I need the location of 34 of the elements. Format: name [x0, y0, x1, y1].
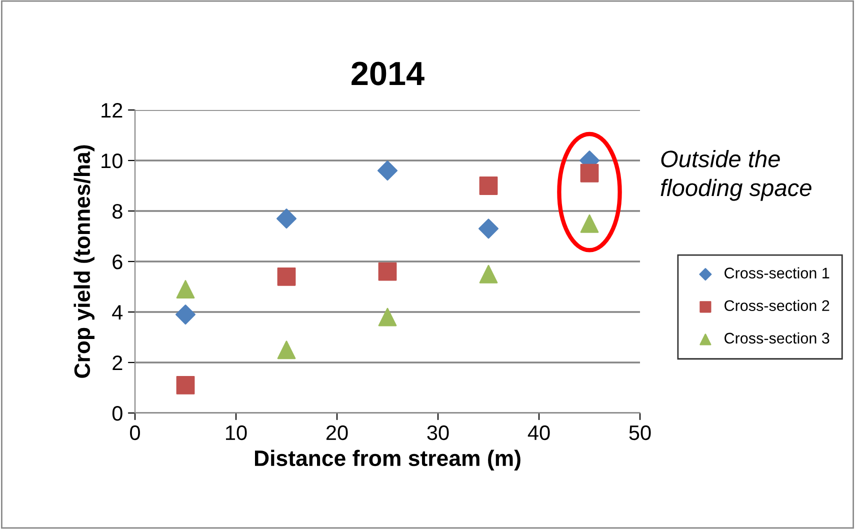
point [277, 267, 296, 286]
x-tick-label: 40 [528, 425, 550, 440]
point [580, 164, 599, 182]
text: Outside the flooding space [660, 150, 812, 201]
x-tick-label: 10 [226, 425, 247, 440]
point [378, 308, 397, 326]
point [175, 304, 196, 325]
point [176, 376, 195, 394]
x-tick-label: 20 [326, 425, 348, 440]
legend-label: Cross-section 2 [724, 300, 830, 312]
chart-title: 2014 [352, 62, 424, 86]
point [478, 218, 499, 239]
x-tick-label: 0 [130, 425, 140, 440]
y-tick-label: 2 [112, 356, 122, 370]
x-tick-label: 50 [629, 425, 651, 440]
y-tick-label: 8 [112, 204, 122, 219]
legend-label: Cross-section 1 [724, 267, 830, 278]
point [277, 340, 296, 360]
y-tick-label: 10 [102, 154, 122, 168]
legend-label: Cross-section 3 [724, 332, 830, 344]
point [176, 280, 195, 298]
y-axis-title: Crop yield (tonnes/ha) [74, 145, 94, 378]
point [479, 264, 498, 284]
point [479, 176, 498, 195]
y-tick-label: 0 [112, 406, 122, 421]
point [580, 214, 599, 233]
x-axis-title: Distance from stream (m) [255, 450, 520, 470]
point [276, 208, 297, 229]
y-tick-label: 12 [102, 103, 122, 118]
y-tick-label: 6 [112, 254, 122, 270]
point [377, 160, 398, 181]
y-tick-label: 4 [112, 305, 123, 320]
point [378, 262, 397, 281]
x-tick-label: 30 [427, 425, 449, 440]
